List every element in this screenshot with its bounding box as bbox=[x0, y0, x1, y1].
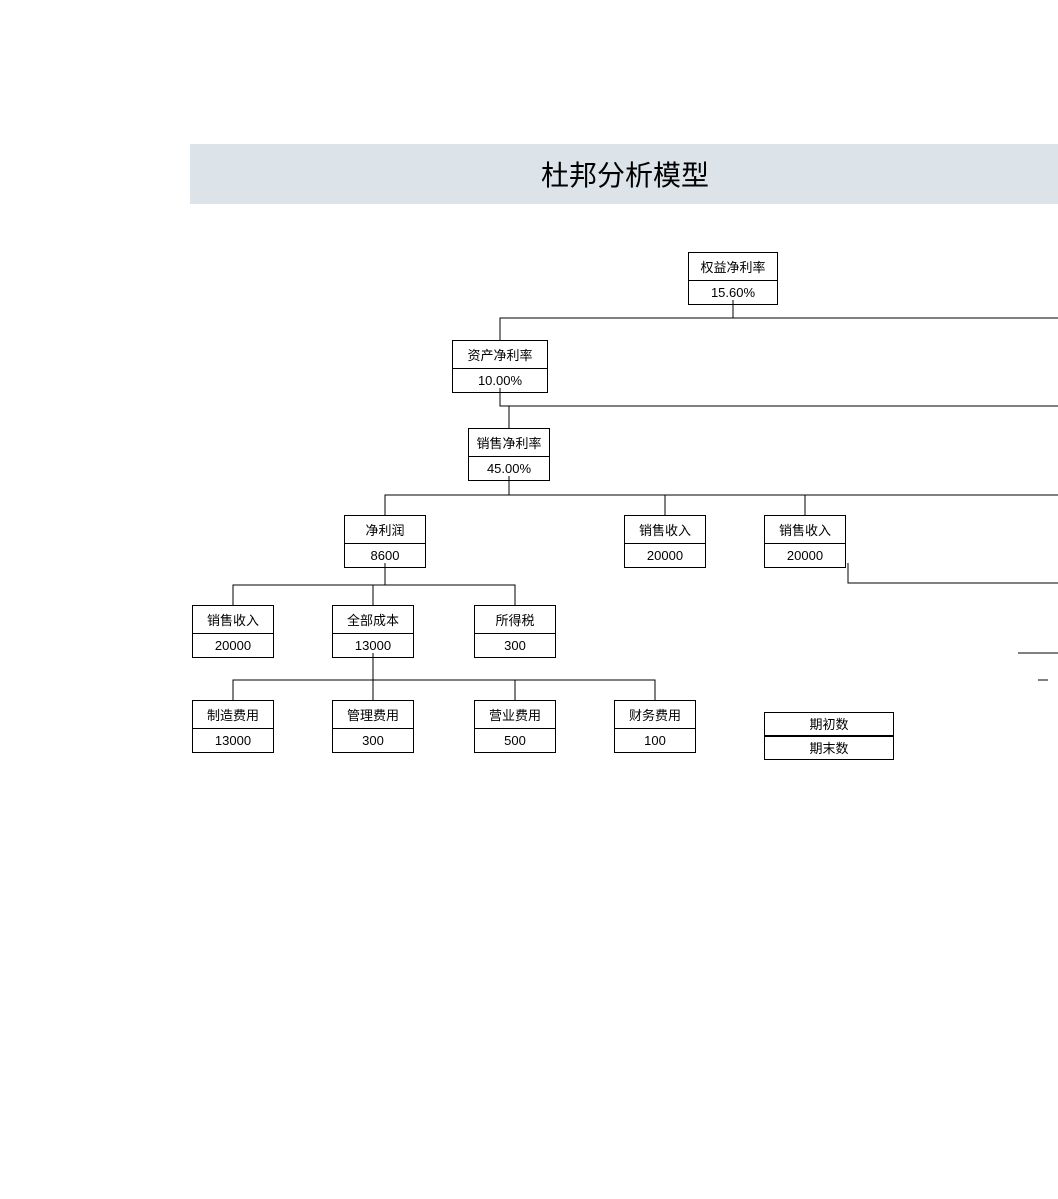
node-value-admin_cost: 300 bbox=[333, 729, 413, 752]
node-label-sales_rev_a: 销售收入 bbox=[625, 516, 705, 544]
node-roe: 权益净利率15.60% bbox=[688, 252, 778, 305]
node-label-roe: 权益净利率 bbox=[689, 253, 777, 281]
node-net_profit: 净利润8600 bbox=[344, 515, 426, 568]
node-label-sales_rev_b: 销售收入 bbox=[765, 516, 845, 544]
connector-np_right1 bbox=[373, 585, 385, 605]
node-net_margin: 销售净利率45.00% bbox=[468, 428, 550, 481]
node-value-oper_cost: 500 bbox=[475, 729, 555, 752]
node-value-roa: 10.00% bbox=[453, 369, 547, 392]
node-total_cost: 全部成本13000 bbox=[332, 605, 414, 658]
connector-nm_right1 bbox=[509, 495, 665, 515]
node-label-fin_cost: 财务费用 bbox=[615, 701, 695, 729]
connector-np_bottom bbox=[233, 563, 385, 605]
node-label-oper_cost: 营业费用 bbox=[475, 701, 555, 729]
connector-roa_bottom bbox=[500, 388, 509, 428]
cell-end_period: 期末数 bbox=[764, 736, 894, 760]
connector-sales_b_r bbox=[848, 563, 1058, 583]
node-fin_cost: 财务费用100 bbox=[614, 700, 696, 753]
node-label-income_tax: 所得税 bbox=[475, 606, 555, 634]
node-label-total_cost: 全部成本 bbox=[333, 606, 413, 634]
node-value-income_tax: 300 bbox=[475, 634, 555, 657]
node-label-sales_rev_c: 销售收入 bbox=[193, 606, 273, 634]
connector-tc_b3 bbox=[373, 680, 515, 700]
node-sales_rev_c: 销售收入20000 bbox=[192, 605, 274, 658]
node-value-fin_cost: 100 bbox=[615, 729, 695, 752]
node-roa: 资产净利率10.00% bbox=[452, 340, 548, 393]
connector-roe_bottom bbox=[500, 300, 733, 340]
title-bar: 杜邦分析模型 bbox=[190, 144, 1058, 204]
node-value-total_cost: 13000 bbox=[333, 634, 413, 657]
node-label-roa: 资产净利率 bbox=[453, 341, 547, 369]
cell-begin_period: 期初数 bbox=[764, 712, 894, 736]
node-mfg_cost: 制造费用13000 bbox=[192, 700, 274, 753]
node-value-net_margin: 45.00% bbox=[469, 457, 549, 480]
node-sales_rev_b: 销售收入20000 bbox=[764, 515, 846, 568]
node-label-net_profit: 净利润 bbox=[345, 516, 425, 544]
node-sales_rev_a: 销售收入20000 bbox=[624, 515, 706, 568]
node-value-sales_rev_c: 20000 bbox=[193, 634, 273, 657]
node-label-admin_cost: 管理费用 bbox=[333, 701, 413, 729]
node-label-net_margin: 销售净利率 bbox=[469, 429, 549, 457]
node-value-sales_rev_a: 20000 bbox=[625, 544, 705, 567]
connector-tc_bottom bbox=[233, 653, 373, 700]
page-title: 杜邦分析模型 bbox=[541, 154, 709, 194]
connector-nm_bottom bbox=[385, 476, 509, 515]
node-label-mfg_cost: 制造费用 bbox=[193, 701, 273, 729]
connector-np_right2 bbox=[385, 585, 515, 605]
node-value-net_profit: 8600 bbox=[345, 544, 425, 567]
node-admin_cost: 管理费用300 bbox=[332, 700, 414, 753]
node-value-mfg_cost: 13000 bbox=[193, 729, 273, 752]
node-income_tax: 所得税300 bbox=[474, 605, 556, 658]
node-oper_cost: 营业费用500 bbox=[474, 700, 556, 753]
node-value-sales_rev_b: 20000 bbox=[765, 544, 845, 567]
connector-tc_b4 bbox=[515, 680, 655, 700]
connector-nm_right2 bbox=[665, 495, 805, 515]
node-value-roe: 15.60% bbox=[689, 281, 777, 304]
